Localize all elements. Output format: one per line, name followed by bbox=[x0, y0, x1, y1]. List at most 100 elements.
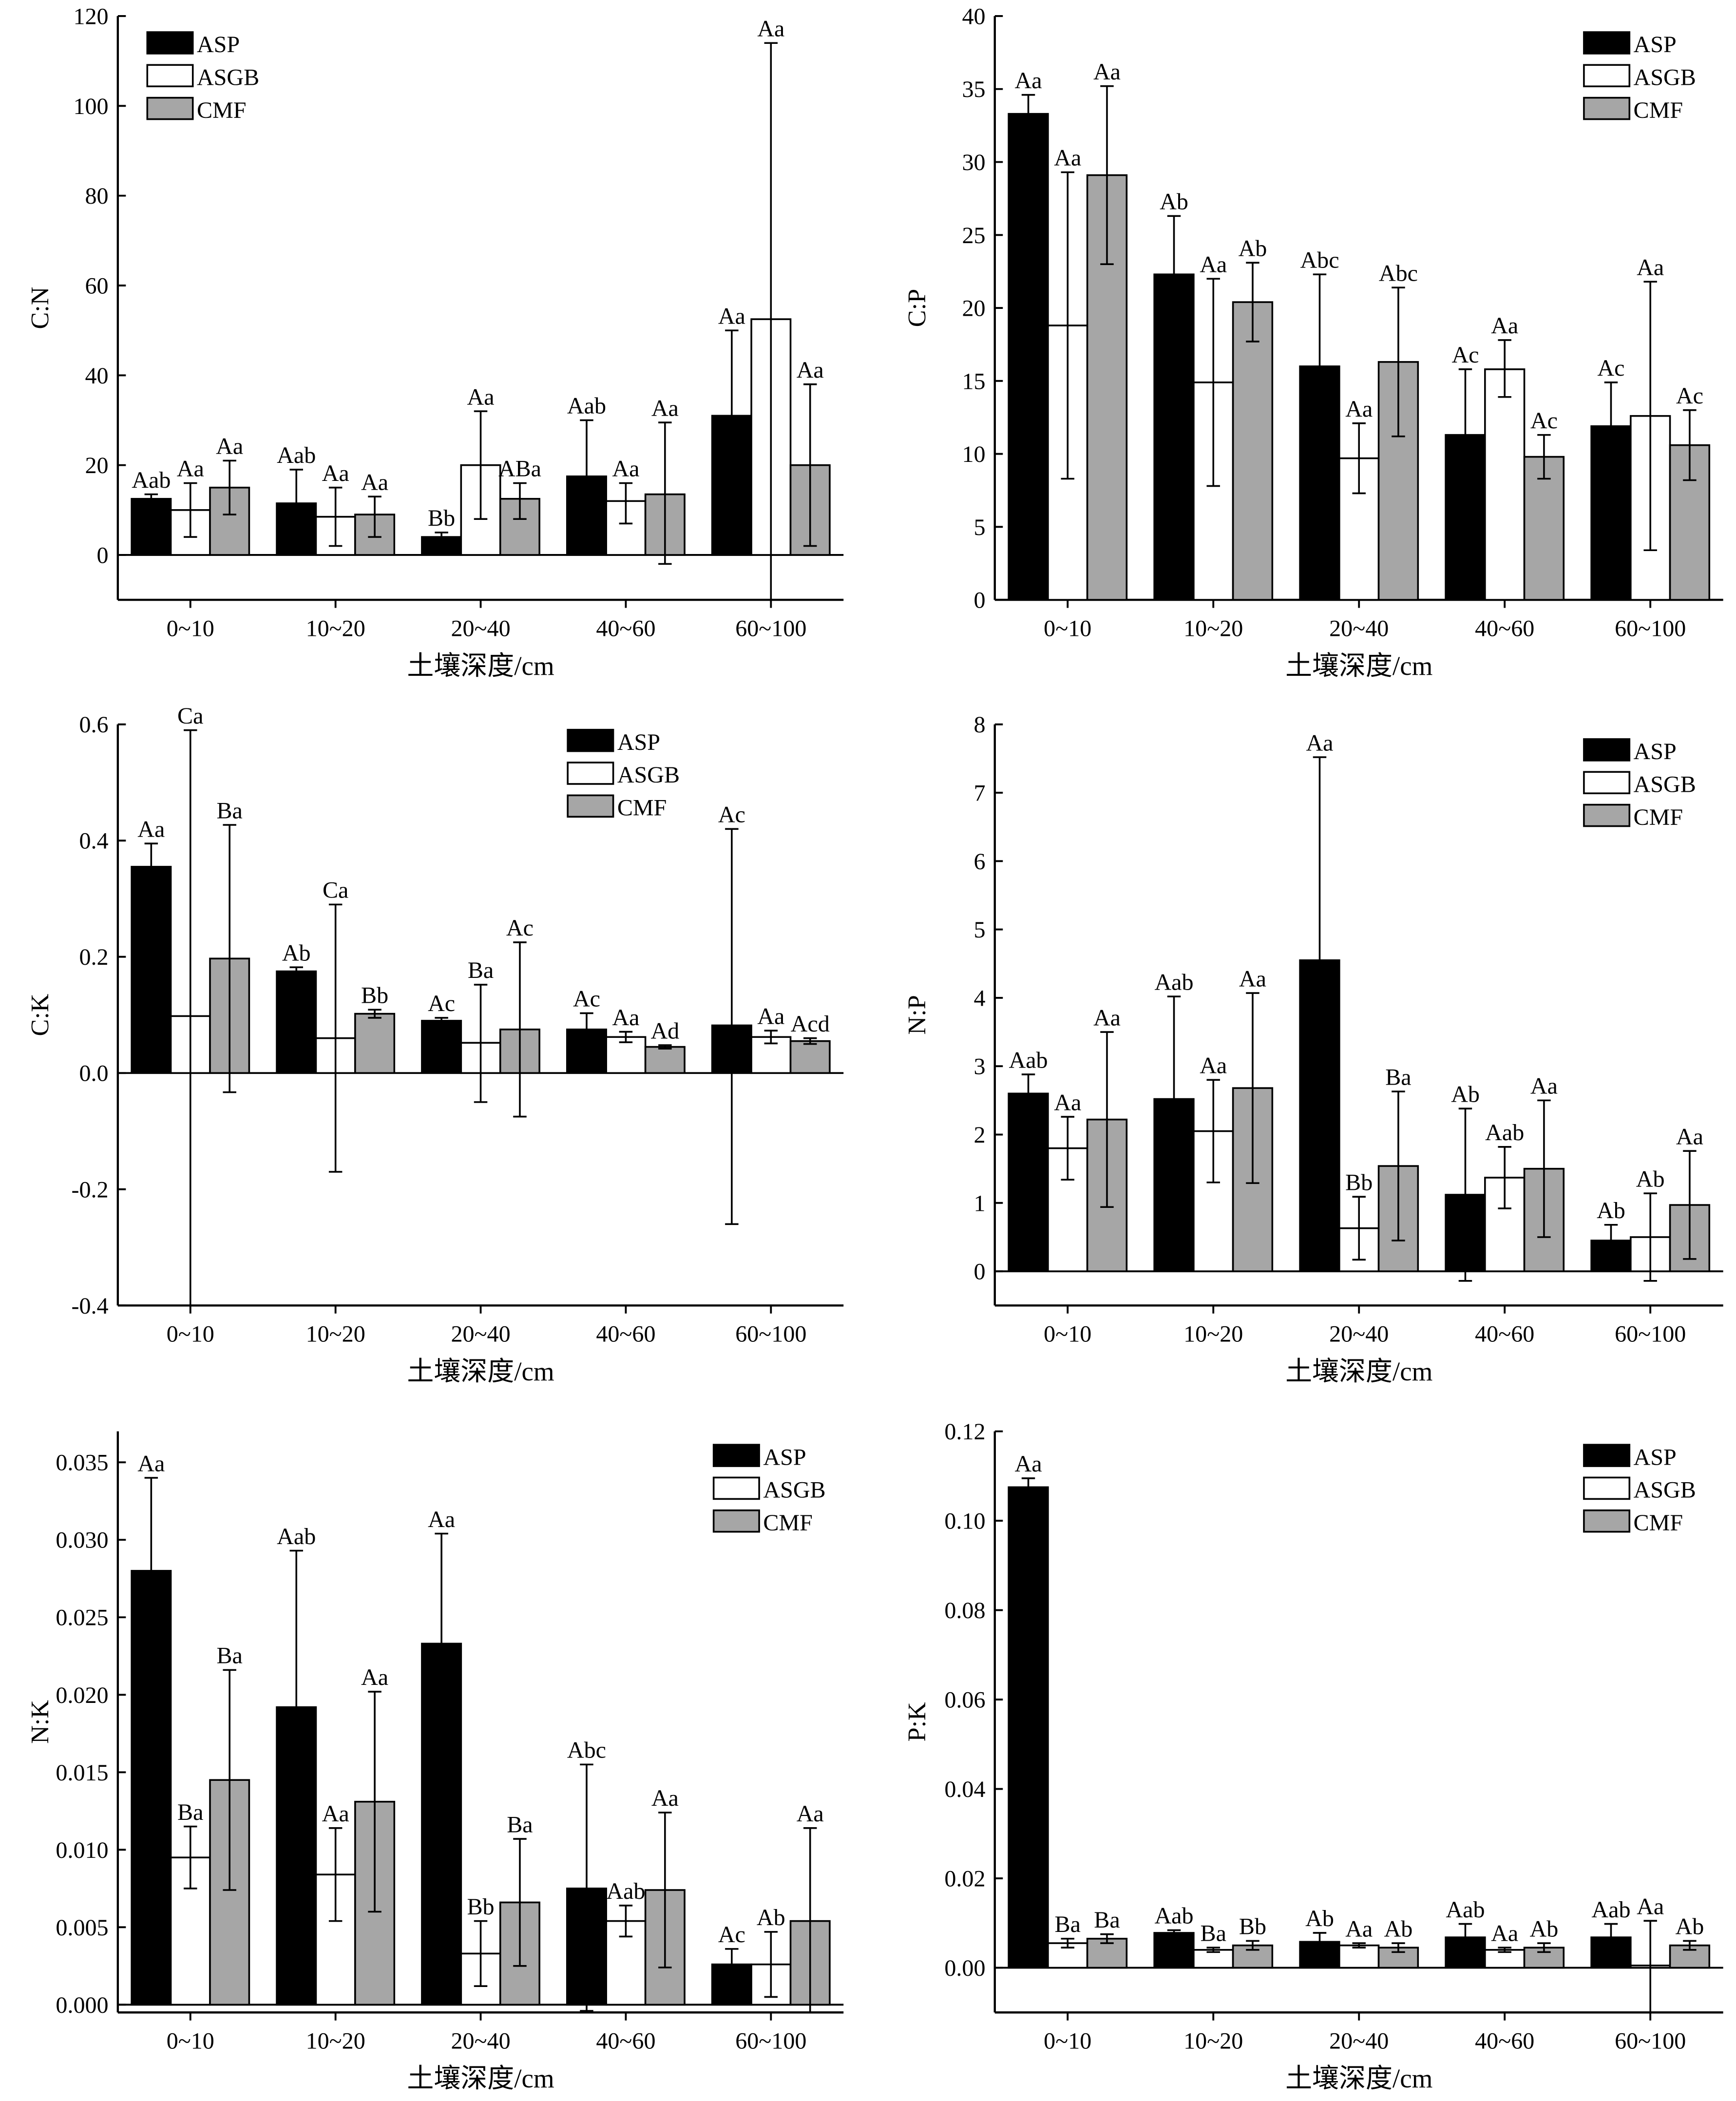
significance-label: Aa bbox=[1200, 251, 1227, 277]
y-tick-label: 0.010 bbox=[56, 1837, 108, 1863]
x-tick-label: 10~20 bbox=[306, 1321, 365, 1347]
y-tick-label: 40 bbox=[962, 3, 985, 29]
legend-swatch-asp bbox=[146, 31, 194, 55]
bar-cmf bbox=[1523, 456, 1565, 601]
significance-label: ABa bbox=[498, 456, 541, 482]
significance-label: Aa bbox=[428, 1507, 455, 1532]
significance-label: Aab bbox=[277, 1524, 316, 1549]
x-tick-label: 40~60 bbox=[1475, 2028, 1534, 2054]
y-axis-label: N:K bbox=[26, 1700, 54, 1744]
significance-label: Ac bbox=[718, 802, 745, 828]
x-axis-label: 土壤深度/cm bbox=[1285, 1356, 1432, 1386]
significance-label: Ab bbox=[1451, 1081, 1480, 1107]
bar-asp bbox=[1008, 1092, 1049, 1272]
legend-label-cmf: CMF bbox=[763, 1510, 813, 1536]
legend-label-asp: ASP bbox=[1634, 32, 1677, 57]
bar-asp bbox=[1008, 113, 1049, 601]
y-tick-label: 0.06 bbox=[944, 1687, 985, 1713]
x-tick-label: 60~100 bbox=[1615, 615, 1686, 641]
significance-label: Aa bbox=[361, 469, 388, 495]
x-tick-label: 0~10 bbox=[167, 2028, 214, 2054]
bar-asp bbox=[131, 1570, 172, 2006]
significance-label: Aab bbox=[277, 442, 316, 468]
y-tick-label: 8 bbox=[973, 712, 985, 738]
chart-panel-n-p: 0 1 2 3 4 5 6 7 8 N:P 0~10 10~20 20~40 40~60 60~100 土壤深… bbox=[903, 712, 1723, 1386]
legend-swatch-cmf bbox=[712, 1509, 760, 1533]
significance-label: Bb bbox=[1345, 1169, 1373, 1195]
legend-label-cmf: CMF bbox=[1634, 97, 1683, 123]
x-tick-label: 20~40 bbox=[451, 1321, 510, 1347]
y-tick-label: 0.015 bbox=[56, 1760, 108, 1786]
significance-label: Acd bbox=[791, 1011, 830, 1037]
x-tick-label: 40~60 bbox=[1475, 1321, 1534, 1347]
bar-cmf bbox=[1232, 301, 1274, 601]
significance-label: Aa bbox=[1637, 1893, 1664, 1919]
significance-label: Abc bbox=[1300, 247, 1339, 273]
x-tick-label: 60~100 bbox=[735, 615, 806, 641]
y-tick-label: 15 bbox=[962, 368, 985, 394]
legend-swatch-asgb bbox=[146, 64, 194, 88]
x-tick-label: 10~20 bbox=[306, 2028, 365, 2054]
significance-label: Aa bbox=[322, 460, 349, 486]
y-tick-label: 0.000 bbox=[56, 1992, 108, 2018]
significance-label: Ba bbox=[216, 1643, 242, 1669]
x-tick-label: 60~100 bbox=[735, 2028, 806, 2054]
significance-label: Aa bbox=[1491, 313, 1518, 339]
significance-label: Aa bbox=[612, 456, 639, 482]
significance-label: Aa bbox=[1093, 59, 1121, 85]
x-tick-label: 20~40 bbox=[1329, 1321, 1389, 1347]
significance-label: Ab bbox=[1597, 1198, 1625, 1223]
y-tick-label: -0.2 bbox=[71, 1177, 108, 1203]
significance-label: Ab bbox=[1239, 235, 1267, 261]
bar-cmf bbox=[644, 1046, 686, 1074]
significance-label: Aa bbox=[1676, 1124, 1703, 1149]
significance-label: Ba bbox=[1201, 1920, 1226, 1946]
significance-label: Aab bbox=[1009, 1047, 1048, 1073]
y-tick-label: 6 bbox=[973, 849, 985, 875]
x-tick-label: 20~40 bbox=[451, 2028, 510, 2054]
y-tick-label: 3 bbox=[973, 1054, 985, 1080]
y-tick-label: 2 bbox=[973, 1122, 985, 1148]
legend-label-asp: ASP bbox=[763, 1444, 806, 1470]
y-tick-label: -0.4 bbox=[71, 1293, 108, 1319]
legend-swatch-cmf bbox=[1583, 1509, 1631, 1533]
x-axis-label: 土壤深度/cm bbox=[1285, 651, 1432, 681]
significance-label: Aa bbox=[1014, 68, 1042, 94]
y-tick-label: 10 bbox=[962, 441, 985, 467]
y-tick-label: 40 bbox=[85, 363, 109, 389]
x-tick-label: 10~20 bbox=[1183, 1321, 1243, 1347]
legend-swatch-asp bbox=[1583, 31, 1631, 55]
significance-label: Ba bbox=[507, 1812, 533, 1837]
y-tick-label: 0 bbox=[97, 542, 109, 568]
x-tick-label: 40~60 bbox=[596, 2028, 655, 2054]
bar-asp bbox=[131, 866, 172, 1074]
legend-swatch-cmf bbox=[1583, 96, 1631, 120]
legend-swatch-asp bbox=[1583, 1444, 1631, 1467]
x-tick-label: 10~20 bbox=[1183, 615, 1243, 641]
significance-label: Ac bbox=[573, 986, 600, 1012]
significance-label: Ab bbox=[1636, 1166, 1665, 1192]
y-axis-label: N:P bbox=[903, 995, 931, 1034]
y-tick-label: 0.10 bbox=[944, 1509, 985, 1534]
significance-label: Aa bbox=[137, 1451, 165, 1476]
significance-label: Aa bbox=[1491, 1920, 1518, 1946]
significance-label: Ba bbox=[468, 957, 494, 983]
significance-label: Ca bbox=[323, 878, 348, 903]
significance-label: Aa bbox=[1093, 1005, 1121, 1031]
x-axis-label: 土壤深度/cm bbox=[407, 1356, 554, 1386]
chart-panel-p-k: 0.00 0.02 0.04 0.06 0.08 0.10 0.12 P:K 0~10 10~20… bbox=[903, 1419, 1723, 2093]
significance-label: Ab bbox=[1160, 189, 1188, 215]
bar-asp bbox=[131, 497, 172, 556]
significance-label: Ac bbox=[718, 1922, 745, 1948]
significance-label: Aa bbox=[797, 1801, 824, 1827]
significance-label: Ba bbox=[1094, 1907, 1120, 1933]
y-axis-label: P:K bbox=[903, 1702, 931, 1742]
y-tick-label: 0 bbox=[973, 1259, 985, 1285]
significance-label: Aab bbox=[1591, 1897, 1630, 1923]
significance-label: Aab bbox=[567, 393, 606, 419]
y-tick-label: 20 bbox=[85, 453, 109, 478]
legend-swatch-asgb bbox=[567, 762, 614, 785]
x-tick-label: 40~60 bbox=[1475, 615, 1534, 641]
significance-label: Aa bbox=[177, 456, 204, 482]
